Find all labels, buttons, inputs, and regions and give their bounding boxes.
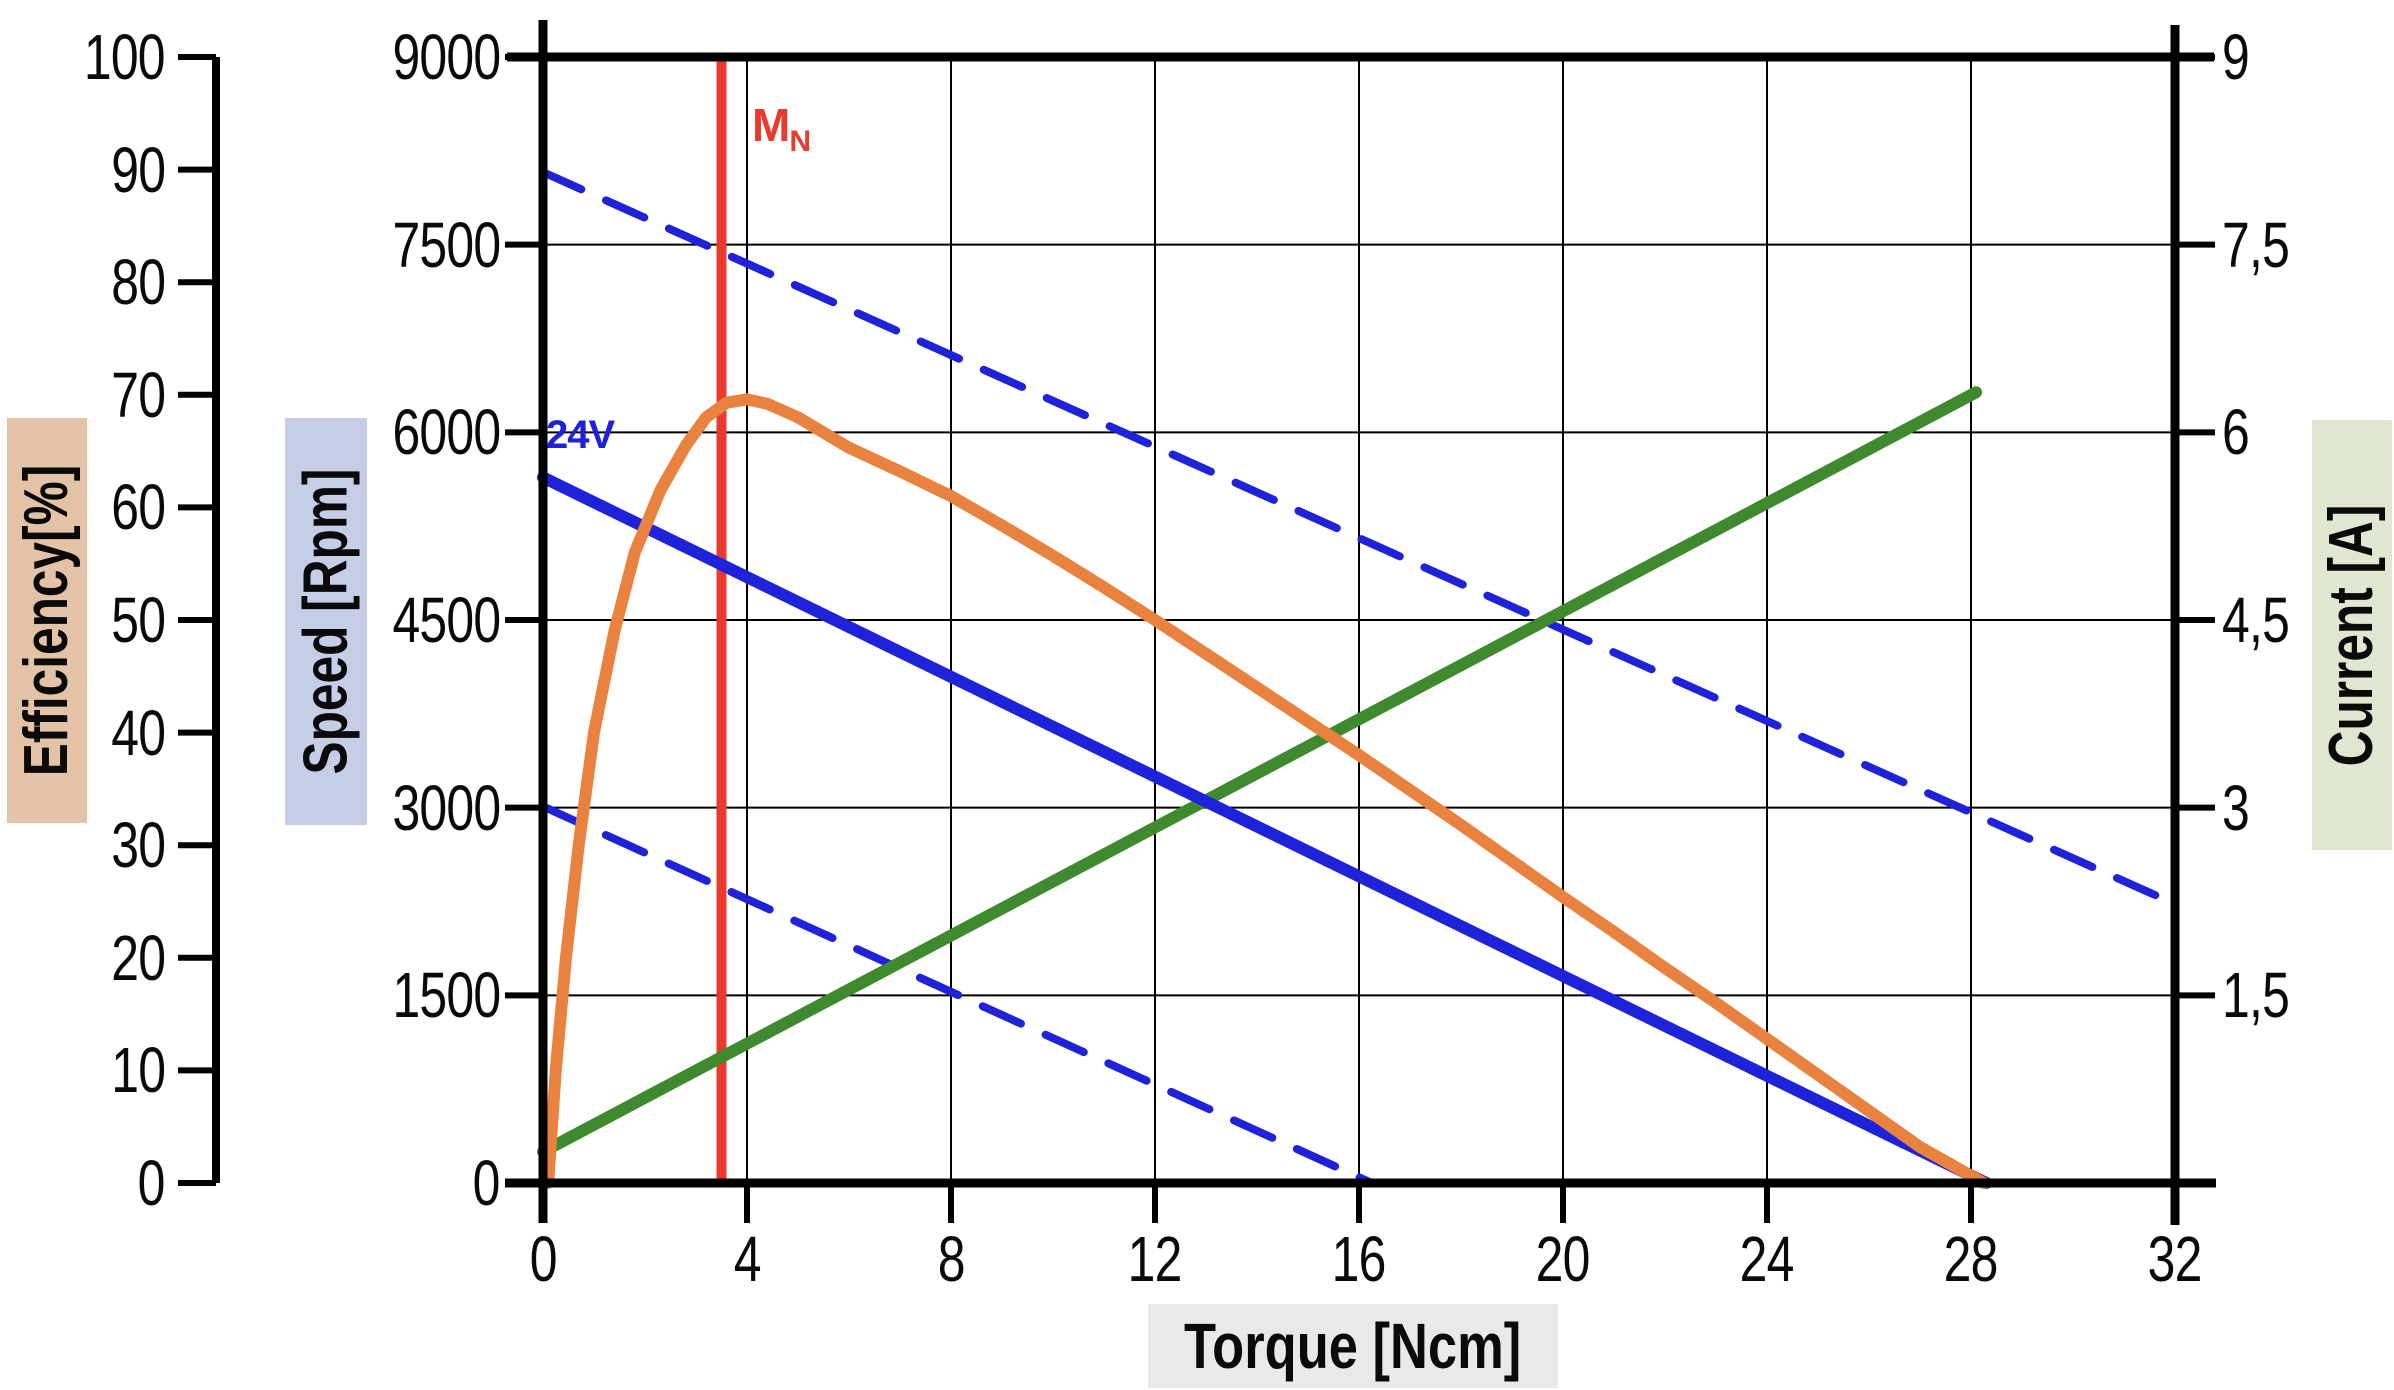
efficiency-tick-label: 100 <box>0 21 166 93</box>
current-tick-label: 6 <box>2222 399 2392 465</box>
efficiency-axis-title: Efficiency[%] <box>7 418 87 823</box>
torque-tick-label: 4 <box>662 1226 832 1292</box>
efficiency-tick-label: 70 <box>0 358 166 431</box>
current-tick-label-text: 4,5 <box>2222 584 2290 656</box>
current-tick-label-text: 6 <box>2222 396 2250 469</box>
series-efficiency-vs-torque <box>542 393 1990 1189</box>
current-axis-title: Current [A] <box>2312 420 2392 850</box>
torque-tick-label-text: 8 <box>937 1223 966 1295</box>
current-tick-label-text: 1,5 <box>2222 959 2290 1032</box>
efficiency-tick-label: 20 <box>0 921 166 994</box>
efficiency-tick-label: 80 <box>0 246 166 319</box>
efficiency-tick-label-text: 40 <box>111 696 166 769</box>
speed-tick-label-text: 4500 <box>392 584 501 656</box>
nominal-torque-m: M <box>752 99 790 151</box>
efficiency-tick-label-text: 0 <box>138 1147 166 1219</box>
torque-tick-label-text: 28 <box>1944 1223 1999 1295</box>
speed-tick-label-text: 1500 <box>392 959 501 1032</box>
efficiency-tick-label-text: 80 <box>111 246 166 319</box>
efficiency-tick-label: 60 <box>0 471 166 544</box>
torque-tick-label-text: 16 <box>1332 1223 1387 1295</box>
series-speed-vs-torque-lower-voltage-dashed <box>539 802 1376 1187</box>
torque-tick-label-text: 20 <box>1536 1223 1591 1295</box>
efficiency-tick-label-text: 100 <box>84 21 166 93</box>
torque-tick-label: 0 <box>458 1226 628 1292</box>
current-tick-label-text: 3 <box>2222 771 2250 844</box>
efficiency-axis-title-text: Efficiency[%] <box>12 464 82 777</box>
current-tick-label: 7,5 <box>2222 212 2392 278</box>
torque-tick-label-text: 0 <box>529 1223 558 1295</box>
efficiency-tick-label-text: 50 <box>111 584 166 656</box>
speed-tick-label-text: 9000 <box>392 21 501 93</box>
efficiency-tick-label-text: 90 <box>111 133 166 206</box>
torque-tick-label: 16 <box>1274 1226 1444 1292</box>
speed-tick-label: 9000 <box>300 21 501 93</box>
efficiency-tick-label-text: 10 <box>111 1034 166 1107</box>
torque-tick-label: 24 <box>1682 1226 1852 1292</box>
torque-tick-label: 8 <box>866 1226 1036 1292</box>
speed-tick-label: 6000 <box>300 396 501 469</box>
speed-axis-title-text: Speed [Rpm] <box>291 468 361 775</box>
voltage-24v-label: 24V <box>546 413 615 457</box>
torque-axis-title: Torque [Ncm] <box>1148 1304 1558 1388</box>
efficiency-tick-label-text: 60 <box>111 471 166 544</box>
torque-tick-label-text: 32 <box>2148 1223 2203 1295</box>
speed-tick-label: 1500 <box>300 959 501 1032</box>
efficiency-tick-label-text: 20 <box>111 921 166 994</box>
current-tick-label: 9 <box>2222 24 2392 90</box>
current-tick-label-text: 7,5 <box>2222 208 2290 281</box>
efficiency-tick-label: 90 <box>0 133 166 206</box>
efficiency-tick-label: 40 <box>0 696 166 769</box>
current-axis-title-text: Current [A] <box>2317 504 2387 766</box>
efficiency-tick-label: 50 <box>0 584 166 656</box>
speed-tick-label-text: 7500 <box>392 208 501 281</box>
torque-tick-label: 12 <box>1070 1226 1240 1292</box>
efficiency-tick-label: 30 <box>0 809 166 882</box>
series-speed-vs-torque-upper-voltage-dashed <box>539 168 2179 909</box>
speed-tick-label: 3000 <box>300 771 501 844</box>
efficiency-tick-label-text: 70 <box>111 358 166 431</box>
current-tick-label-text: 9 <box>2222 21 2250 93</box>
series-speed-vs-torque-24V <box>537 471 1993 1189</box>
speed-tick-label-text: 6000 <box>392 396 501 469</box>
efficiency-tick-label: 0 <box>0 1147 166 1219</box>
speed-tick-label: 7500 <box>300 208 501 281</box>
speed-tick-label: 0 <box>300 1147 501 1219</box>
torque-tick-label: 32 <box>2090 1226 2260 1292</box>
current-tick-label: 3 <box>2222 775 2392 841</box>
speed-axis-title: Speed [Rpm] <box>285 418 367 825</box>
speed-tick-label: 4500 <box>300 584 501 656</box>
nominal-torque-subscript: N <box>789 125 811 159</box>
torque-tick-label-text: 12 <box>1128 1223 1183 1295</box>
speed-tick-label-text: 3000 <box>392 771 501 844</box>
series-current-vs-torque <box>537 386 1983 1158</box>
current-tick-label: 4,5 <box>2222 587 2392 653</box>
speed-tick-label-text: 0 <box>473 1147 501 1219</box>
torque-axis-title-text: Torque [Ncm] <box>1184 1310 1522 1382</box>
torque-tick-label-text: 4 <box>733 1223 762 1295</box>
efficiency-tick-label-text: 30 <box>111 809 166 882</box>
current-tick-label: 1,5 <box>2222 962 2392 1028</box>
torque-tick-label: 20 <box>1478 1226 1648 1292</box>
nominal-torque-mn-label: MN <box>752 98 811 157</box>
efficiency-tick-label: 10 <box>0 1034 166 1107</box>
torque-tick-label: 28 <box>1886 1226 2056 1292</box>
torque-tick-label-text: 24 <box>1740 1223 1795 1295</box>
